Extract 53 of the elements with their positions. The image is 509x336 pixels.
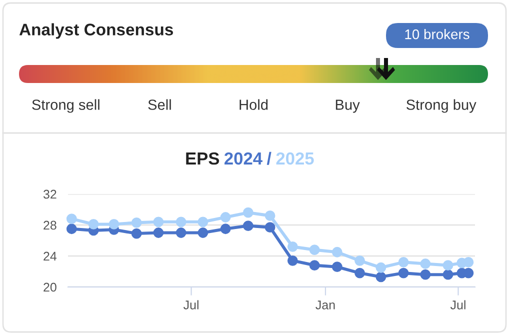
point	[198, 216, 208, 228]
x-tick-label: Jan	[316, 300, 335, 310]
point	[354, 255, 365, 266]
point	[242, 220, 254, 231]
point	[264, 210, 276, 221]
point	[264, 222, 276, 233]
point	[66, 214, 77, 224]
point	[332, 262, 342, 272]
point	[332, 246, 342, 258]
category-label: Strong sell	[32, 99, 100, 113]
point	[153, 216, 164, 228]
point	[242, 207, 254, 218]
point	[108, 219, 120, 230]
text: 2025	[276, 152, 314, 165]
point	[354, 268, 365, 278]
y-tick-label: 24	[44, 252, 57, 261]
x-tick-label: Jul	[183, 300, 198, 310]
point	[398, 256, 409, 268]
text: Analyst Consensus	[19, 23, 173, 39]
point	[66, 224, 77, 234]
point	[220, 224, 231, 234]
point	[287, 241, 298, 252]
point	[442, 260, 454, 271]
text: 10 brokers	[405, 29, 470, 40]
point	[153, 228, 164, 238]
point	[309, 260, 320, 271]
point	[131, 228, 142, 239]
point	[463, 256, 474, 268]
category-label: Strong buy	[406, 99, 476, 113]
point	[398, 268, 409, 278]
category-label: Hold	[240, 99, 268, 110]
point	[220, 212, 231, 222]
point	[376, 272, 386, 282]
chart-title: EPS	[186, 152, 220, 165]
point	[420, 269, 431, 280]
category-label: Buy	[336, 100, 360, 113]
point	[176, 228, 186, 238]
point	[131, 217, 142, 228]
y-tick-label: 28	[44, 220, 56, 230]
point	[309, 244, 320, 256]
point	[442, 269, 454, 280]
x-tick-label: Jul	[450, 300, 466, 310]
point	[176, 216, 186, 228]
text: /	[266, 152, 272, 165]
point	[287, 255, 298, 266]
point	[88, 219, 99, 230]
y-tick-label: 32	[43, 190, 56, 199]
point	[420, 258, 431, 269]
y-tick-label: 20	[44, 282, 56, 292]
point	[376, 262, 386, 273]
category-label: Sell	[148, 99, 171, 110]
text: 2024	[224, 152, 262, 165]
point	[198, 228, 208, 238]
